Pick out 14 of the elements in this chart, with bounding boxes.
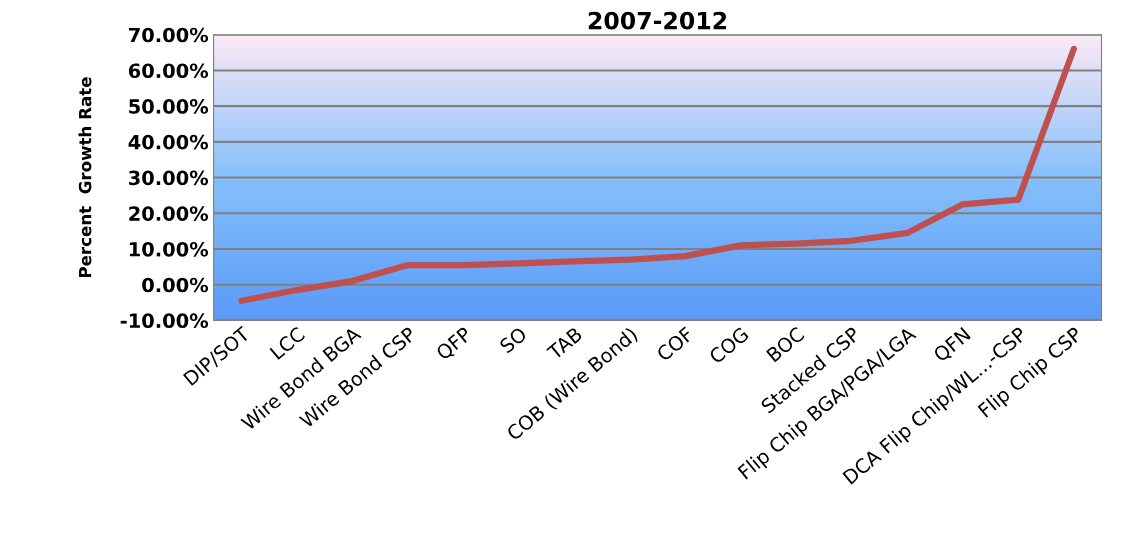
x-tick-label: QFP: [435, 325, 474, 363]
y-tick-label: 70.00%: [129, 27, 209, 43]
y-tick-label: 0.00%: [142, 277, 209, 293]
y-tick-label: 10.00%: [129, 241, 209, 257]
y-tick-label: 30.00%: [129, 170, 209, 186]
x-tick-label: SO: [498, 326, 528, 354]
x-tick-label: TAB: [546, 326, 583, 361]
y-tick-label: 20.00%: [129, 206, 209, 221]
y-tick-label: 50.00%: [129, 99, 209, 114]
y-tick-label: 40.00%: [128, 134, 209, 150]
y-axis-title: Percent Growth Rate: [78, 77, 92, 278]
y-tick-label: 60.00%: [128, 63, 209, 79]
chart-title: 2007-2012: [588, 11, 727, 30]
y-tick-label: -10.00%: [120, 313, 209, 329]
